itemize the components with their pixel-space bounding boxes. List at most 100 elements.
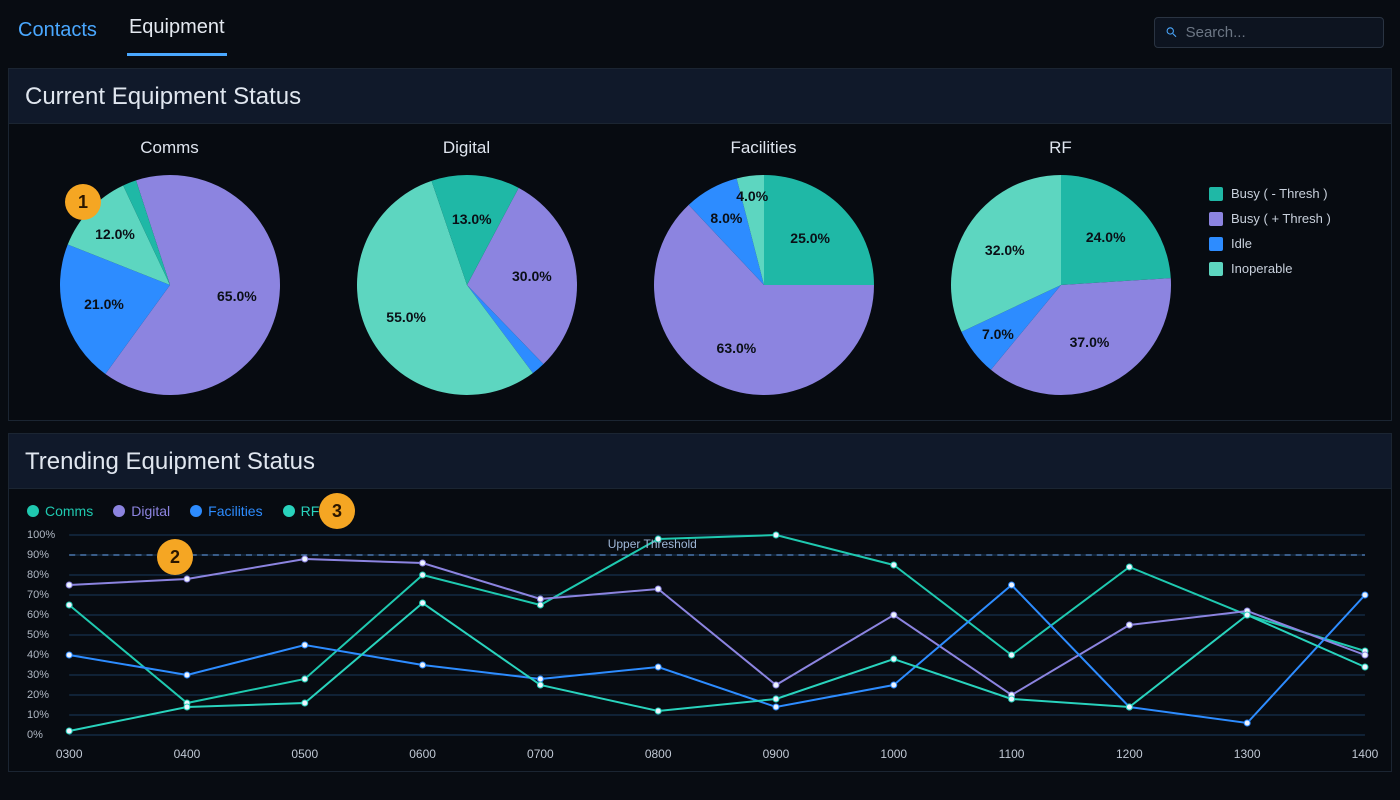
data-point [184,704,190,710]
data-point [537,676,543,682]
legend-dot-icon [283,505,295,517]
y-axis-tick: 40% [27,649,49,661]
callout-badge: 1 [65,184,101,220]
trend-legend-item[interactable]: Comms [27,503,93,519]
x-axis-tick: 0300 [56,747,83,761]
legend-swatch [1209,212,1223,226]
y-axis-tick: 20% [27,689,49,701]
pie-chart-digital: Digital30.0%55.0%13.0% [318,138,615,400]
data-point [1362,652,1368,658]
data-point [891,562,897,568]
pie-chart-facilities: Facilities25.0%63.0%8.0%4.0% [615,138,912,400]
trending-body: CommsDigitalFacilitiesRF 0%10%20%30%40%5… [9,489,1391,771]
legend-label: Busy ( - Thresh ) [1231,186,1328,201]
data-point [1126,704,1132,710]
x-axis-tick: 1300 [1234,747,1261,761]
data-point [1009,652,1015,658]
data-point [773,696,779,702]
pie-title: Facilities [730,138,796,158]
x-axis-tick: 0500 [291,747,318,761]
line-chart-svg [27,529,1373,759]
legend-label: Idle [1231,236,1252,251]
legend-item: Inoperable [1209,261,1379,276]
data-point [655,664,661,670]
data-point [773,704,779,710]
data-point [184,672,190,678]
x-axis-tick: 0600 [409,747,436,761]
series-line-comms [69,535,1365,703]
data-point [66,582,72,588]
legend-series-label: Facilities [208,503,262,519]
legend-item: Busy ( + Thresh ) [1209,211,1379,226]
data-point [420,662,426,668]
legend-item: Idle [1209,236,1379,251]
data-point [1126,564,1132,570]
pie-title: Comms [140,138,199,158]
data-point [537,682,543,688]
top-bar: Contacts Equipment [0,0,1400,56]
data-point [302,700,308,706]
threshold-label: Upper Threshold [608,537,697,551]
trend-legend-item[interactable]: Digital [113,503,170,519]
y-axis-tick: 100% [27,529,55,541]
pie-title: RF [1049,138,1072,158]
legend-series-label: Comms [45,503,93,519]
data-point [537,602,543,608]
data-point [1126,622,1132,628]
data-point [655,586,661,592]
x-axis-tick: 1400 [1352,747,1379,761]
panel-title-current: Current Equipment Status [9,69,1391,124]
y-axis-tick: 10% [27,709,49,721]
legend-dot-icon [27,505,39,517]
pie-legend: Busy ( - Thresh ) Busy ( + Thresh ) Idle In… [1209,138,1379,276]
data-point [1009,696,1015,702]
data-point [66,652,72,658]
line-chart-area: 0%10%20%30%40%50%60%70%80%90%100%Upper T… [27,529,1373,759]
tab-equipment[interactable]: Equipment [127,8,227,56]
data-point [891,656,897,662]
callout-badge: 2 [157,539,193,575]
legend-swatch [1209,187,1223,201]
legend-label: Inoperable [1231,261,1292,276]
data-point [302,556,308,562]
trend-legend-item[interactable]: Facilities [190,503,262,519]
tab-contacts[interactable]: Contacts [16,11,99,56]
nav-tabs: Contacts Equipment [16,8,227,56]
pie-title: Digital [443,138,490,158]
data-point [66,602,72,608]
data-point [420,572,426,578]
data-point [1362,664,1368,670]
y-axis-tick: 30% [27,669,49,681]
x-axis-tick: 0900 [763,747,790,761]
panel-title-trending: Trending Equipment Status [9,434,1391,489]
data-point [537,596,543,602]
panel-current-status: Current Equipment Status Comms65.0%21.0%… [8,68,1392,421]
y-axis-tick: 50% [27,629,49,641]
data-point [1009,582,1015,588]
data-point [1244,720,1250,726]
x-axis-tick: 0400 [174,747,201,761]
data-point [66,728,72,734]
trend-legend-item[interactable]: RF [283,503,320,519]
data-point [1362,592,1368,598]
y-axis-tick: 80% [27,569,49,581]
pie-slice [1061,175,1171,285]
x-axis-tick: 0800 [645,747,672,761]
search-input[interactable] [1186,24,1373,41]
data-point [420,600,426,606]
legend-series-label: Digital [131,503,170,519]
y-axis-tick: 60% [27,609,49,621]
data-point [655,708,661,714]
legend-item: Busy ( - Thresh ) [1209,186,1379,201]
x-axis-tick: 0700 [527,747,554,761]
search-box[interactable] [1154,17,1384,48]
pie-chart-comms: Comms65.0%21.0%12.0%1 [21,138,318,400]
legend-swatch [1209,237,1223,251]
data-point [773,682,779,688]
callout-badge: 3 [319,493,355,529]
data-point [891,612,897,618]
x-axis-tick: 1100 [999,747,1025,761]
data-point [302,642,308,648]
series-line-facilities [69,585,1365,723]
y-axis-tick: 70% [27,589,49,601]
